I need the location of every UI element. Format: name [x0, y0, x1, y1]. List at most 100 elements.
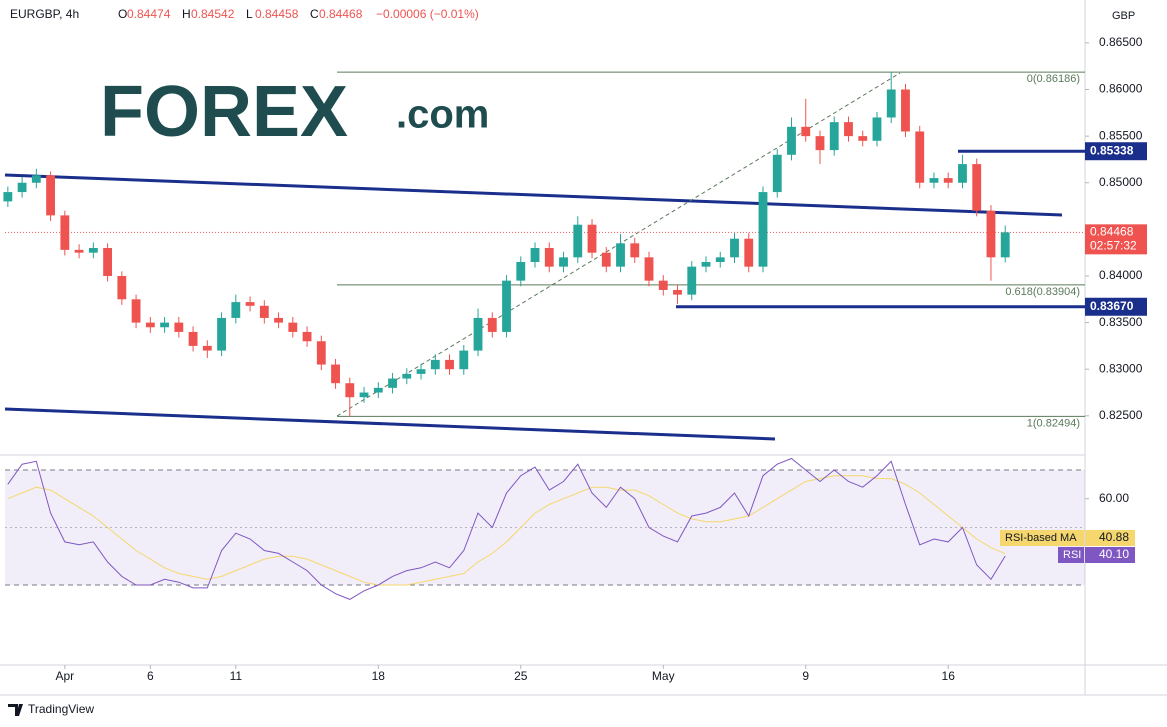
candle-body	[787, 126, 796, 155]
candle-body	[302, 331, 312, 342]
candle-body	[103, 248, 113, 276]
candle-body	[288, 322, 298, 332]
symbol: EURGBP, 4h	[10, 7, 79, 21]
candle-body	[345, 383, 355, 398]
y-tick-label: 0.82500	[1099, 408, 1143, 422]
candle-body	[259, 305, 269, 318]
candle-body	[202, 345, 212, 351]
candle-body	[544, 248, 554, 267]
y-tick-label: 0.83500	[1099, 315, 1143, 329]
y-tick-label: 0.86500	[1099, 35, 1143, 49]
candle-body	[658, 280, 668, 290]
candle-body	[915, 131, 925, 183]
level-label: 0.83670	[1090, 299, 1134, 313]
candle-body	[701, 261, 711, 267]
x-tick-label: Apr	[55, 669, 74, 683]
y-tick-label: 0.84000	[1099, 268, 1143, 282]
last-price-box	[1085, 224, 1147, 255]
value-box	[1085, 530, 1135, 546]
candle-body	[402, 373, 412, 379]
candle-body	[217, 317, 226, 351]
candle-body	[359, 392, 369, 398]
candle-body	[88, 248, 98, 253]
candle-body	[473, 317, 483, 351]
y-tick-label: 60.00	[1099, 491, 1129, 505]
candle-body	[730, 238, 739, 258]
change: −0.00006 (−0.01%)	[376, 7, 479, 21]
candle-body	[886, 89, 896, 118]
trend-line	[4, 173, 1063, 217]
logo-brand: FOREX	[100, 72, 348, 152]
x-tick-label: 9	[802, 669, 809, 683]
candle-body	[316, 341, 326, 365]
candle-body	[958, 164, 967, 183]
y-tick-label: 0.85000	[1099, 175, 1143, 189]
candle-body	[274, 317, 283, 323]
x-tick-label: 6	[147, 669, 154, 683]
candle-body	[801, 126, 811, 137]
candle-body	[815, 136, 825, 151]
candle-body	[872, 117, 882, 141]
value-label: 40.88	[1099, 530, 1129, 544]
ohlc-value: 0.84474	[127, 7, 171, 21]
candle-body	[829, 122, 839, 151]
candle-body	[373, 387, 383, 393]
candle-body	[17, 182, 27, 193]
candle-body	[117, 275, 127, 300]
x-tick-label: 25	[514, 669, 528, 683]
ohlc-key: L	[246, 7, 253, 21]
ohlc-key: H	[182, 7, 191, 21]
candle-body	[943, 178, 953, 183]
candle-body	[673, 289, 682, 295]
candle-body	[445, 359, 454, 370]
candle-body	[715, 257, 725, 262]
candle-body	[160, 322, 169, 328]
candle-body	[74, 249, 84, 253]
candle-body	[46, 175, 56, 216]
candle-body	[3, 192, 13, 202]
candle-body	[644, 257, 654, 281]
candle-body	[1000, 232, 1010, 258]
candle-body	[245, 302, 255, 306]
y-tick-label: 0.83000	[1099, 361, 1143, 375]
candle-body	[559, 257, 568, 267]
candle-body	[188, 331, 198, 346]
legend-box	[1000, 530, 1084, 546]
ohlc-key: O	[118, 7, 127, 21]
candle-body	[174, 322, 184, 332]
currency: GBP	[1112, 10, 1135, 22]
footer-brand: TradingView	[28, 702, 94, 716]
trend-line	[4, 407, 776, 441]
value-label: 40.10	[1099, 547, 1129, 561]
x-tick-label: 11	[230, 669, 243, 683]
x-tick-label: 16	[942, 669, 956, 683]
y-tick-label: 0.86000	[1099, 82, 1143, 96]
candle-body	[587, 224, 597, 253]
candle-body	[858, 136, 868, 141]
rsi-line	[7, 475, 1006, 586]
countdown: 02:57:32	[1090, 239, 1137, 253]
legend-name: RSI-based MA	[1005, 532, 1077, 544]
candle-body	[687, 266, 697, 295]
candle-body	[502, 280, 511, 332]
x-tick-label: 18	[372, 669, 386, 683]
logo-suffix: .com	[396, 93, 489, 137]
fib-label: 0.618(0.83904)	[1005, 286, 1080, 298]
candle-body	[331, 364, 340, 384]
candle-body	[430, 359, 440, 370]
value-box	[1085, 547, 1135, 563]
fib-label: 0(0.86186)	[1027, 73, 1080, 85]
rsi-line	[7, 457, 1006, 600]
candle-body	[516, 261, 526, 281]
last-price-label: 0.84468	[1090, 225, 1134, 239]
ohlc-value: 0.84458	[255, 7, 299, 21]
candle-body	[986, 210, 996, 258]
candle-body	[231, 302, 241, 318]
level-box	[1085, 142, 1147, 161]
candle-body	[388, 378, 397, 388]
candle-body	[60, 215, 70, 250]
candle-body	[145, 322, 155, 328]
candle-body	[844, 122, 853, 137]
candle-body	[772, 154, 782, 193]
